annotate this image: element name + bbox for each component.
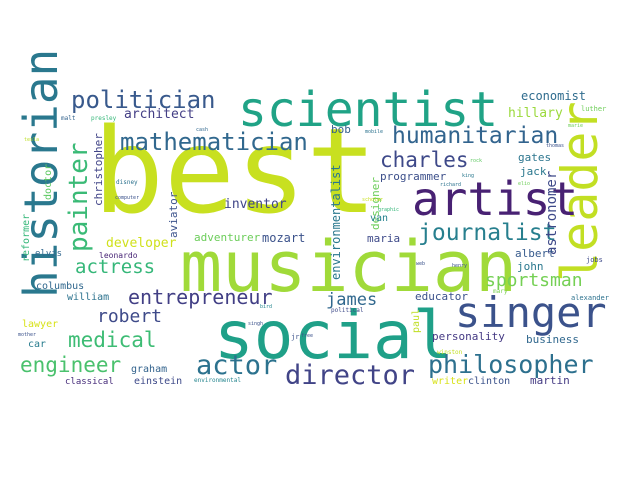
word-disney: disney (116, 179, 138, 186)
word-van: van (370, 213, 389, 224)
word-tesla: tesla (24, 137, 40, 143)
word-aviator: aviator (167, 191, 180, 238)
word-singh: singh (248, 321, 264, 327)
word-mathematician: mathematician (120, 128, 308, 156)
word-rock: rock (470, 158, 483, 164)
word-personality: personality (432, 330, 505, 343)
word-winston: winston (437, 349, 463, 356)
word-economist: economist (521, 89, 587, 103)
word-medical: medical (68, 328, 157, 352)
word-director: director (285, 360, 416, 391)
word-mother: mother (18, 332, 37, 338)
word-william: william (67, 292, 110, 303)
word-elio: elio (518, 181, 531, 187)
word-astronomer: astronomer (544, 170, 560, 255)
word-adventurer: adventurer (194, 231, 261, 244)
word-educator: educator (415, 290, 468, 303)
word-lawyer: lawyer (22, 319, 59, 330)
word-malt: malt (61, 115, 76, 122)
word-graham: graham (131, 364, 168, 375)
word-henry: henry (452, 263, 468, 269)
word-mozart: mozart (262, 231, 306, 245)
word-alexander: alexander (571, 294, 609, 302)
word-albert: albert (515, 247, 555, 260)
word-sportsman: sportsman (485, 270, 583, 291)
word-classical: classical (65, 377, 114, 387)
word-clinton: clinton (468, 376, 511, 387)
word-paul: paul (411, 308, 422, 333)
word-king: king (462, 173, 475, 179)
word-singer: singer (455, 288, 607, 337)
word-leonardo: leonardo (99, 251, 138, 260)
word-graphic: graphic (378, 207, 400, 213)
word-painter: painter (64, 142, 94, 252)
word-hillary: hillary (508, 106, 563, 121)
word-gates: gates (518, 151, 552, 164)
word-luther: luther (581, 105, 607, 113)
word-philosopher: philosopher (428, 350, 594, 379)
word-james: james (326, 290, 378, 310)
word-bob: bob (331, 123, 351, 136)
word-business: business (526, 333, 579, 346)
word-car: car (28, 339, 47, 350)
word-environmentalist: environmentalist (329, 164, 343, 280)
word-developer: developer (106, 236, 177, 251)
word-web: web (416, 261, 426, 267)
word-programmer: programmer (380, 170, 447, 183)
word-inventor: inventor (224, 197, 287, 212)
word-scholar: scholar (362, 197, 384, 203)
word-musician: musician (180, 226, 518, 308)
word-engineer: engineer (20, 353, 122, 377)
word-artist: artist (412, 172, 579, 226)
word-journalist: journalist (418, 220, 557, 246)
word-martin: martin (530, 374, 570, 387)
word-maria: maria (367, 232, 401, 245)
word-humanitarian: humanitarian (392, 123, 559, 149)
word-best: best (93, 102, 378, 240)
word-writer: writer (432, 376, 469, 387)
word-thomas: thomas (546, 143, 565, 149)
word-columbus: columbus (36, 281, 85, 292)
word-computer: computer (115, 195, 140, 201)
word-presley: presley (91, 115, 117, 122)
word-politician: politician (71, 86, 216, 114)
word-cash: cash (196, 127, 209, 133)
word-jack: jack (520, 165, 547, 178)
word-mobile: mobile (365, 129, 384, 135)
word-bird: bird (260, 304, 273, 310)
word-free: free (301, 333, 314, 339)
word-architect: architect (124, 107, 195, 122)
word-jobs: jobs (586, 256, 603, 264)
word-actress: actress (75, 256, 156, 278)
word-political: political (331, 307, 364, 314)
word-reformer: reformer (21, 213, 32, 262)
word-marie: marie (568, 123, 584, 129)
word-john: john (517, 260, 544, 273)
word-robert: robert (97, 306, 163, 327)
word-mary: mary (493, 288, 508, 295)
word-charles: charles (380, 148, 469, 172)
word-scientist: scientist (238, 82, 499, 138)
word-christopher: christopher (92, 133, 105, 206)
word-elvis: elvis (35, 249, 63, 259)
word-doctor: doctor (43, 163, 54, 200)
word-jr: jr (291, 333, 300, 341)
word-entrepreneur: entrepreneur (128, 285, 273, 309)
word-social: social (214, 297, 453, 374)
word-richard: richard (440, 182, 462, 188)
word-einstein: einstein (134, 376, 183, 387)
word-environmental: environmental (194, 377, 241, 384)
word-actor: actor (196, 350, 278, 381)
